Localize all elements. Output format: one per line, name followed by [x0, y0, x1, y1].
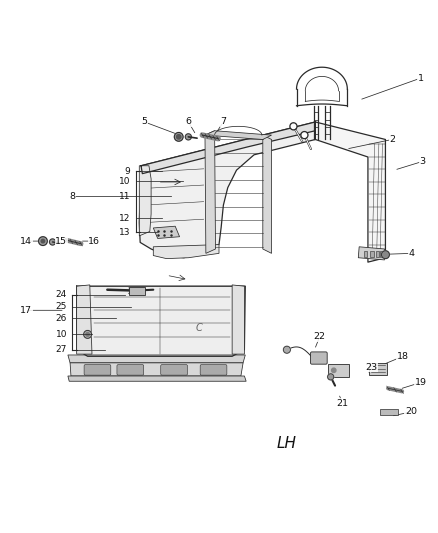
Text: 13: 13	[119, 228, 131, 237]
Polygon shape	[139, 122, 315, 258]
Bar	[364, 251, 367, 257]
Circle shape	[39, 237, 47, 246]
FancyBboxPatch shape	[117, 365, 144, 375]
Circle shape	[177, 135, 181, 139]
Circle shape	[302, 133, 307, 138]
Circle shape	[86, 333, 89, 336]
Bar	[328, 364, 349, 377]
FancyBboxPatch shape	[200, 365, 227, 375]
Polygon shape	[77, 286, 245, 293]
Polygon shape	[205, 131, 272, 140]
Text: 11: 11	[119, 192, 131, 201]
Polygon shape	[232, 285, 244, 354]
Text: 7: 7	[220, 117, 226, 126]
Text: 16: 16	[88, 237, 100, 246]
FancyBboxPatch shape	[84, 365, 111, 375]
Circle shape	[332, 368, 336, 373]
Bar	[129, 287, 145, 295]
Text: 2: 2	[389, 135, 395, 144]
Polygon shape	[358, 247, 385, 260]
Polygon shape	[141, 122, 315, 174]
Polygon shape	[70, 363, 243, 376]
Bar	[369, 363, 387, 375]
Text: 15: 15	[55, 237, 67, 246]
Circle shape	[291, 124, 296, 128]
Text: 9: 9	[125, 166, 131, 175]
Text: 27: 27	[56, 345, 67, 354]
Text: 20: 20	[405, 407, 417, 416]
Text: 26: 26	[56, 314, 67, 322]
Text: 21: 21	[336, 399, 349, 408]
Text: 10: 10	[56, 330, 67, 339]
Text: 25: 25	[56, 302, 67, 311]
Bar	[380, 409, 398, 415]
Text: 8: 8	[69, 192, 75, 201]
Polygon shape	[153, 226, 180, 238]
Polygon shape	[315, 122, 385, 262]
Polygon shape	[297, 67, 347, 106]
Circle shape	[301, 132, 308, 139]
Polygon shape	[205, 131, 215, 253]
Polygon shape	[263, 135, 272, 253]
Circle shape	[41, 239, 45, 243]
Text: 4: 4	[409, 249, 415, 258]
Circle shape	[283, 346, 290, 353]
Circle shape	[84, 330, 92, 338]
FancyBboxPatch shape	[311, 352, 327, 364]
Polygon shape	[68, 376, 246, 381]
Text: 17: 17	[20, 306, 32, 315]
Text: 5: 5	[141, 117, 148, 126]
Text: 3: 3	[420, 157, 426, 166]
Text: 22: 22	[314, 332, 326, 341]
Polygon shape	[153, 245, 219, 259]
Text: 18: 18	[397, 352, 409, 361]
Polygon shape	[68, 355, 245, 363]
Text: 14: 14	[20, 237, 32, 246]
Text: 1: 1	[417, 74, 424, 83]
Text: LH: LH	[277, 437, 297, 451]
Text: 10: 10	[119, 176, 131, 185]
Text: 24: 24	[56, 290, 67, 300]
Bar	[376, 251, 379, 257]
Circle shape	[185, 134, 191, 140]
Circle shape	[49, 239, 56, 245]
Text: 23: 23	[365, 363, 378, 372]
Circle shape	[381, 251, 389, 259]
Polygon shape	[77, 286, 245, 356]
Text: 12: 12	[119, 214, 131, 223]
FancyBboxPatch shape	[161, 365, 187, 375]
Bar	[370, 251, 374, 257]
Circle shape	[174, 133, 183, 141]
Circle shape	[290, 123, 297, 130]
Circle shape	[328, 374, 334, 380]
Text: C: C	[196, 323, 203, 333]
Bar	[380, 251, 384, 257]
Text: 19: 19	[414, 378, 427, 387]
Polygon shape	[139, 166, 151, 236]
Polygon shape	[77, 285, 92, 354]
Text: 6: 6	[185, 117, 191, 126]
